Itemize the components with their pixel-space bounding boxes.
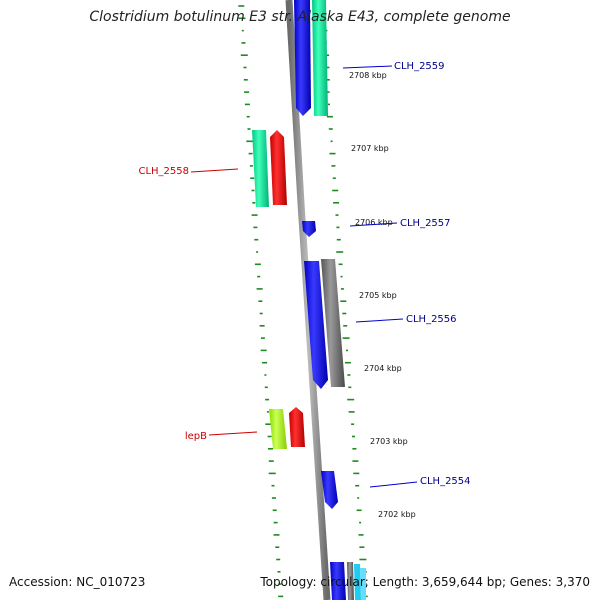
gene-clh-2559-blue[interactable] [294, 0, 311, 116]
gene-label-clh-2554[interactable]: CLH_2554 [420, 476, 471, 487]
gene-clh-2556-gray[interactable] [321, 259, 345, 387]
map-title: Clostridium botulinum E3 str. Alaska E43… [89, 9, 511, 25]
gene-bottom-cyan[interactable] [354, 564, 361, 600]
gene-clh-2558-red[interactable] [270, 130, 287, 205]
leader-clh-2558 [190, 168, 239, 173]
gene-lepb-lime[interactable] [269, 409, 287, 449]
tick-label: 2703 kbp [370, 437, 408, 446]
leader-lepb [208, 431, 258, 436]
gene-label-clh-2557[interactable]: CLH_2557 [400, 218, 451, 229]
accession-label: Accession: NC_010723 [9, 575, 146, 589]
leader-clh-2559 [342, 65, 393, 69]
tick-label: 2704 kbp [364, 364, 402, 373]
leader-clh-2554 [369, 481, 418, 488]
tick-label: 2702 kbp [378, 510, 416, 519]
gene-labels: CLH_2559 CLH_2558 CLH_2557 CLH_2556 lepB… [138, 61, 470, 487]
gene-clh-2556-blue[interactable] [304, 261, 328, 389]
gene-bottom-lightblue[interactable] [360, 568, 366, 600]
leader-clh-2557 [349, 222, 398, 227]
gene-leaders [190, 65, 418, 488]
gene-label-clh-2556[interactable]: CLH_2556 [406, 314, 457, 325]
leader-clh-2556 [355, 318, 404, 323]
gene-label-clh-2558[interactable]: CLH_2558 [138, 166, 189, 177]
gc-track-left [238, 5, 284, 598]
gene-bottom-blue[interactable] [330, 562, 346, 600]
gene-bottom-gray[interactable] [347, 562, 354, 600]
tick-label: 2706 kbp [355, 218, 393, 227]
gene-clh-2559-teal[interactable] [312, 0, 328, 116]
tick-label: 2708 kbp [349, 71, 387, 80]
tick-label: 2707 kbp [351, 144, 389, 153]
features [252, 0, 366, 600]
gene-label-clh-2559[interactable]: CLH_2559 [394, 61, 445, 72]
gene-label-lepb[interactable]: lepB [185, 431, 207, 442]
tick-label: 2705 kbp [359, 291, 397, 300]
gene-clh-2557[interactable] [302, 221, 316, 237]
gene-clh-2554[interactable] [321, 471, 338, 509]
gene-clh-2558-teal[interactable] [252, 130, 269, 207]
tick-labels: 2708 kbp 2707 kbp 2706 kbp 2705 kbp 2704… [349, 71, 416, 519]
gene-lepb-red[interactable] [289, 407, 305, 447]
topology-label: Topology: circular; Length: 3,659,644 bp… [260, 575, 590, 589]
